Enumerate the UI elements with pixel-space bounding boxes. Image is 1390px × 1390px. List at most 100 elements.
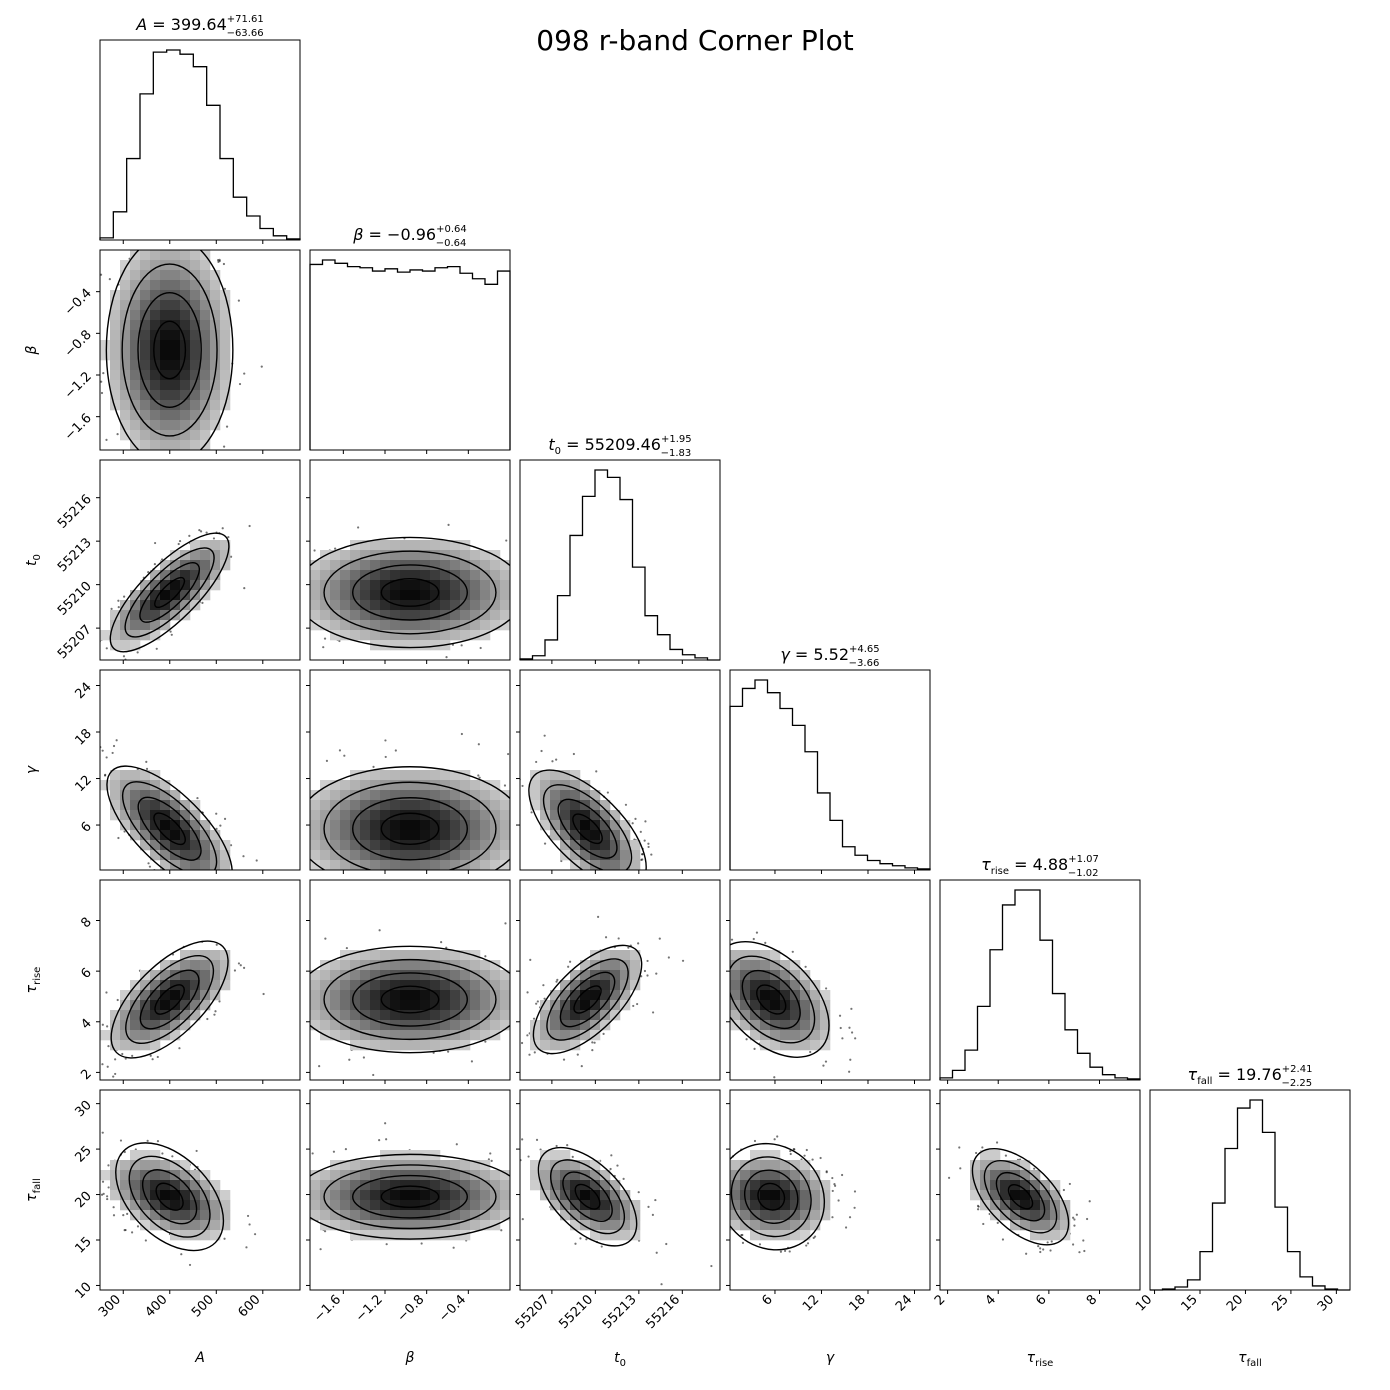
density-cell xyxy=(120,350,131,361)
density-cell xyxy=(180,1170,191,1181)
scatter-point xyxy=(531,533,533,535)
scatter-point xyxy=(1085,1217,1089,1221)
density-cell xyxy=(100,1170,111,1181)
scatter-point xyxy=(476,909,478,911)
density-cell xyxy=(140,1220,151,1231)
scatter-point xyxy=(115,739,118,742)
scatter-point xyxy=(116,998,119,1002)
density-cell xyxy=(210,300,221,311)
density-cell xyxy=(780,1190,791,1201)
scatter-point xyxy=(261,990,263,992)
y-tick-label: 8 xyxy=(78,915,94,931)
density-cell xyxy=(130,1000,141,1011)
density-cell xyxy=(560,1210,571,1221)
scatter-point xyxy=(223,817,227,821)
density-cell xyxy=(380,1040,391,1051)
density-cell xyxy=(180,810,191,821)
density-cell xyxy=(140,790,151,801)
density-cell xyxy=(470,790,481,801)
scatter-point xyxy=(545,1206,547,1208)
density-cell xyxy=(430,560,441,571)
scatter-point xyxy=(740,1234,743,1237)
density-cell xyxy=(160,1210,171,1221)
density-cell xyxy=(150,1190,161,1201)
density-cell xyxy=(580,850,591,861)
scatter-point xyxy=(167,213,169,215)
density-cell xyxy=(320,1020,331,1031)
scatter-point xyxy=(1050,1240,1053,1243)
density-cell xyxy=(120,610,131,621)
scatter-point xyxy=(647,1205,650,1209)
density-cell xyxy=(420,1190,431,1201)
density-cell xyxy=(750,1000,761,1011)
contour-level-1 xyxy=(756,984,787,1015)
density-cell xyxy=(360,1000,371,1011)
density-cell xyxy=(580,1010,591,1021)
density-cell xyxy=(360,780,371,791)
density-cell xyxy=(450,780,461,791)
density-cell xyxy=(400,860,411,870)
scatter-point xyxy=(215,943,218,946)
density-cell xyxy=(170,1190,181,1201)
panel-title-A: A = 399.64+71.61 −63.66 xyxy=(135,14,264,39)
density-cell xyxy=(170,580,181,591)
scatter-point xyxy=(681,959,685,962)
density-cell xyxy=(460,830,471,841)
scatter-point xyxy=(704,1214,706,1216)
density-cell xyxy=(460,1030,471,1041)
density-cell xyxy=(120,320,131,331)
scatter-point xyxy=(148,199,150,201)
density-cell xyxy=(140,340,151,351)
density-cell xyxy=(220,850,231,861)
scatter-point xyxy=(552,970,554,972)
density-cell xyxy=(370,1190,381,1201)
density-cell xyxy=(180,440,191,450)
density-cell xyxy=(370,850,381,861)
density-cell xyxy=(330,850,341,861)
density-cell xyxy=(200,430,211,441)
density-cell xyxy=(210,340,221,351)
density-cell xyxy=(180,360,191,371)
density-cell xyxy=(440,620,451,631)
density-cell xyxy=(210,990,221,1001)
density-cell xyxy=(380,790,391,801)
density-cell xyxy=(190,810,201,821)
density-cell xyxy=(330,960,341,971)
density-cell xyxy=(360,770,371,781)
density-cell xyxy=(770,1000,781,1011)
scatter-point xyxy=(484,955,487,958)
density-cell xyxy=(330,830,341,841)
scatter-point xyxy=(635,916,637,918)
density-cell xyxy=(500,980,510,991)
density-cell xyxy=(610,1220,621,1231)
scatter-point xyxy=(144,233,146,235)
density-cell xyxy=(450,1190,461,1201)
density-cell xyxy=(220,300,231,311)
density-cell xyxy=(160,980,171,991)
density-cell xyxy=(450,1220,461,1231)
density-cell xyxy=(420,820,431,831)
scatter-point xyxy=(838,1014,842,1017)
scatter-point xyxy=(1039,1247,1042,1250)
density-cell xyxy=(480,1010,491,1021)
density-cell xyxy=(770,1170,781,1181)
density-cell xyxy=(220,550,231,561)
density-cell xyxy=(310,990,321,1001)
density-cell xyxy=(210,310,221,321)
density-cell xyxy=(460,980,471,991)
density-cell xyxy=(820,1030,831,1041)
density-cell xyxy=(150,430,161,441)
density-cell xyxy=(320,560,331,571)
density-cell xyxy=(190,860,201,870)
x-tick-label: 55207 xyxy=(513,1292,553,1332)
scatter-point xyxy=(134,676,136,678)
scatter-point xyxy=(555,758,558,761)
density-cell xyxy=(410,970,421,981)
scatter-point xyxy=(696,1188,698,1190)
density-cell xyxy=(170,1220,181,1231)
density-cell xyxy=(590,1230,601,1241)
contour-level-3 xyxy=(983,1159,1058,1234)
density-cell xyxy=(540,1150,551,1161)
density-cell xyxy=(750,960,761,971)
density-cell xyxy=(440,1020,451,1031)
